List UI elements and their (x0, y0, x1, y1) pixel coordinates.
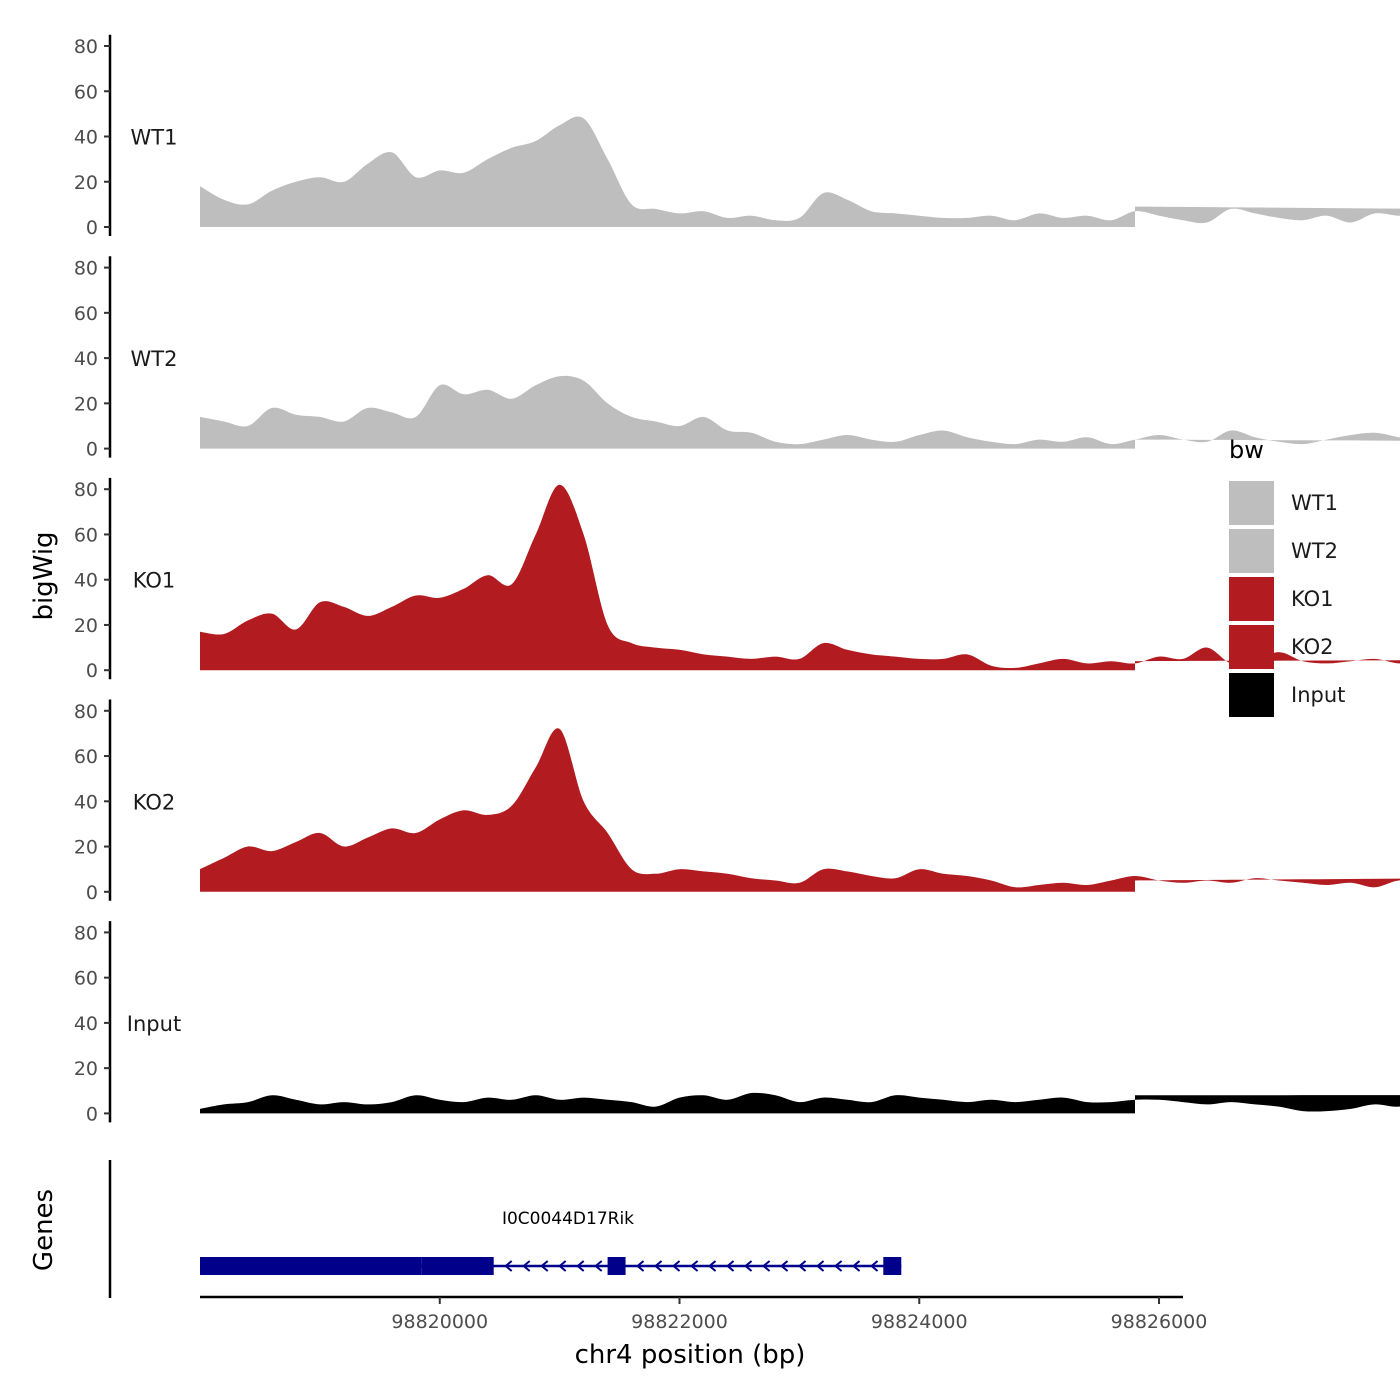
strand-arrow (594, 1260, 603, 1272)
strand-arrow (870, 1260, 879, 1272)
y-tick-label: 20 (74, 1058, 98, 1080)
track-ko1: 0 20 40 60 80 KO1 (74, 477, 1400, 682)
y-tick-label: 40 (74, 348, 98, 370)
track-input: 0 20 40 60 80 Input (74, 921, 1400, 1125)
y-tick-label: 80 (74, 479, 98, 501)
strand-arrow (690, 1260, 699, 1272)
strand-arrow (558, 1260, 567, 1272)
gene-name-label: I0C0044D17Rik (502, 1209, 634, 1229)
x-tick-label: 98826000 (1111, 1311, 1208, 1333)
track-label: Input (127, 1012, 181, 1036)
legend-label: WT1 (1291, 491, 1338, 515)
y-axis-title: bigWig (29, 531, 59, 620)
y-tick-label: 80 (74, 922, 98, 944)
track-wt1: 0 20 40 60 80 WT1 (74, 34, 1400, 239)
signal-area-wt1 (200, 116, 1400, 227)
y-tick-label: 80 (74, 36, 98, 58)
y-tick-label: 40 (74, 570, 98, 592)
y-tick-label: 40 (74, 127, 98, 149)
legend-key-wt1 (1229, 481, 1274, 525)
legend-key-ko2 (1229, 625, 1274, 669)
y-tick-label: 20 (74, 393, 98, 415)
strand-arrow (654, 1260, 663, 1272)
strand-arrow (672, 1260, 681, 1272)
signal-area-wt2 (200, 375, 1400, 449)
y-tick-label: 20 (74, 172, 98, 194)
strand-arrow (540, 1260, 549, 1272)
track-ko2: 0 20 40 60 80 KO2 (74, 699, 1400, 904)
gene-panel-title: Genes (29, 1189, 59, 1271)
strand-arrow (576, 1260, 585, 1272)
strand-arrow (798, 1260, 807, 1272)
y-tick-label: 0 (86, 217, 98, 239)
gene-exon (200, 1257, 422, 1275)
strand-arrow (816, 1260, 825, 1272)
strand-arrow (522, 1260, 531, 1272)
legend-key-input (1229, 673, 1274, 717)
y-tick-label: 80 (74, 258, 98, 280)
legend-key-wt2 (1229, 529, 1274, 573)
y-tick-label: 20 (74, 837, 98, 859)
x-axis-title: chr4 position (bp) (575, 1340, 806, 1370)
legend-label: KO2 (1291, 635, 1334, 659)
legend: bw WT1 WT2 KO1 KO2 Input (1229, 436, 1345, 717)
gene-exon (607, 1257, 626, 1275)
signal-tracks: 0 20 40 60 80 WT1 0 20 40 60 80 WT2 0 20 40 60 80 KO1 0 20 4… (74, 34, 1400, 1125)
y-tick-label: 60 (74, 81, 98, 103)
y-tick-label: 60 (74, 746, 98, 768)
signal-area-input (200, 1092, 1400, 1114)
legend-key-ko1 (1229, 577, 1274, 621)
strand-arrow (726, 1260, 735, 1272)
y-tick-label: 80 (74, 701, 98, 723)
y-tick-label: 60 (74, 524, 98, 546)
x-tick-label: 98824000 (871, 1311, 968, 1333)
track-wt2: 0 20 40 60 80 WT2 (74, 256, 1400, 461)
y-tick-label: 40 (74, 1013, 98, 1035)
gene-exon (421, 1257, 494, 1275)
track-label: WT1 (131, 126, 178, 150)
signal-area-ko1 (200, 484, 1400, 671)
y-tick-label: 0 (86, 439, 98, 461)
legend-label: KO1 (1291, 587, 1334, 611)
y-tick-label: 0 (86, 1103, 98, 1125)
legend-label: WT2 (1291, 539, 1338, 563)
legend-label: Input (1291, 683, 1345, 707)
signal-area-ko2 (200, 728, 1400, 892)
x-tick-label: 98820000 (391, 1311, 488, 1333)
y-tick-label: 20 (74, 615, 98, 637)
track-label: KO2 (133, 790, 176, 814)
x-axis: 98820000 98822000 98824000 98826000 (200, 1295, 1208, 1333)
strand-arrow (636, 1260, 645, 1272)
y-tick-label: 60 (74, 968, 98, 990)
strand-arrow (780, 1260, 789, 1272)
gene-panel: I0C0044D17Rik (108, 1160, 902, 1298)
strand-arrow (834, 1260, 843, 1272)
strand-arrow (762, 1260, 771, 1272)
y-tick-label: 40 (74, 791, 98, 813)
strand-arrow (504, 1260, 513, 1272)
y-tick-label: 0 (86, 660, 98, 682)
strand-arrow (852, 1260, 861, 1272)
y-tick-label: 60 (74, 303, 98, 325)
x-tick-label: 98822000 (631, 1311, 728, 1333)
strand-arrow (708, 1260, 717, 1272)
legend-title: bw (1229, 436, 1264, 464)
strand-arrow (744, 1260, 753, 1272)
track-label: WT2 (131, 347, 178, 371)
track-label: KO1 (133, 569, 176, 593)
gene-exon (883, 1257, 902, 1275)
y-tick-label: 0 (86, 882, 98, 904)
